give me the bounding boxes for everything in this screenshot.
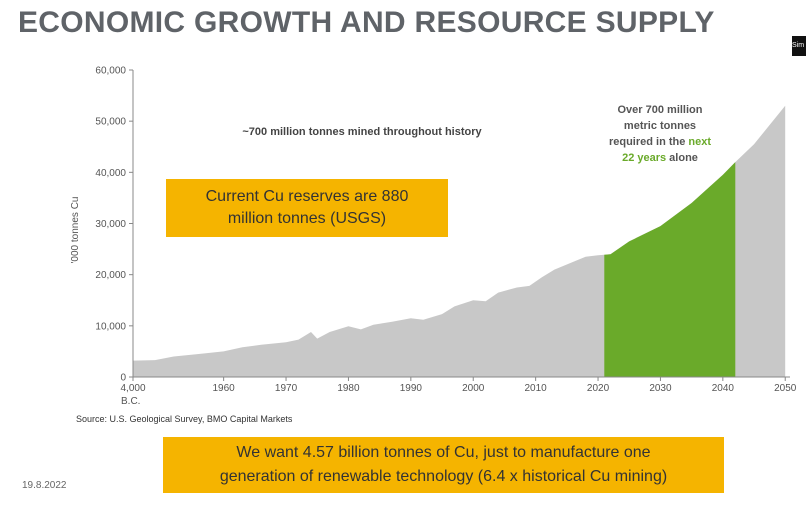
- annotation-required-line2: metric tonnes: [624, 120, 696, 132]
- demand-callout-line2: generation of renewable technology (6.4 …: [219, 468, 668, 485]
- x-tick-label: 1990: [400, 383, 423, 394]
- copper-growth-chart: 0 10,000 20,000 30,000 40,000 50,000 60,000 4,0…: [70, 66, 797, 408]
- source-note: Source: U.S. Geological Survey, BMO Capi…: [76, 414, 293, 424]
- y-axis-label: '000 tonnes Cu: [70, 197, 81, 264]
- reserves-callout-line1: Current Cu reserves are 880: [205, 188, 409, 205]
- x-tick-label: 4,000: [120, 383, 145, 394]
- y-tick-label: 50,000: [95, 117, 126, 128]
- reserves-callout: Current Cu reserves are 880 million tonn…: [166, 179, 448, 237]
- y-tick-label: 60,000: [95, 66, 126, 77]
- x-tick-label: 2050: [774, 383, 797, 394]
- slide-date: 19.8.2022: [22, 480, 67, 491]
- x-tick-label: 2020: [587, 383, 610, 394]
- x-tick-label: 1960: [213, 383, 236, 394]
- x-tick-label: 2040: [712, 383, 735, 394]
- page-title: ECONOMIC GROWTH AND RESOURCE SUPPLY: [18, 6, 715, 39]
- x-tick-label: 1980: [337, 383, 360, 394]
- y-tick-label: 30,000: [95, 219, 126, 230]
- y-tick-label: 10,000: [95, 321, 126, 332]
- annotation-required-years: 22 years: [622, 152, 666, 164]
- annotation-required-line1: Over 700 million: [618, 104, 703, 116]
- y-tick-label: 20,000: [95, 270, 126, 281]
- annotation-required-next: next: [688, 136, 711, 148]
- reserves-callout-line2: million tonnes (USGS): [227, 210, 387, 227]
- x-tick-label: 2000: [462, 383, 485, 394]
- x-tick-label: 2010: [525, 383, 548, 394]
- x-tick-sublabel: B.C.: [121, 396, 140, 407]
- annotation-mined: ~700 million tonnes mined throughout his…: [242, 126, 482, 138]
- annotation-required-line3: required in the next: [609, 136, 711, 148]
- annotation-required-line3-pre: required in the: [609, 136, 688, 148]
- annotation-required-line4: 22 years alone: [622, 152, 698, 164]
- demand-callout: We want 4.57 billion tonnes of Cu, just …: [163, 437, 724, 493]
- annotation-required: Over 700 million metric tonnes required …: [609, 104, 711, 164]
- annotation-required-line4-post: alone: [666, 152, 698, 164]
- x-tick-label: 1970: [275, 383, 298, 394]
- corner-tab: Sim: [792, 36, 806, 56]
- demand-callout-line1: We want 4.57 billion tonnes of Cu, just …: [236, 444, 651, 461]
- x-tick-label: 2030: [649, 383, 672, 394]
- projection-green-area: [604, 162, 736, 377]
- y-tick-label: 0: [120, 373, 126, 384]
- y-tick-label: 40,000: [95, 168, 126, 179]
